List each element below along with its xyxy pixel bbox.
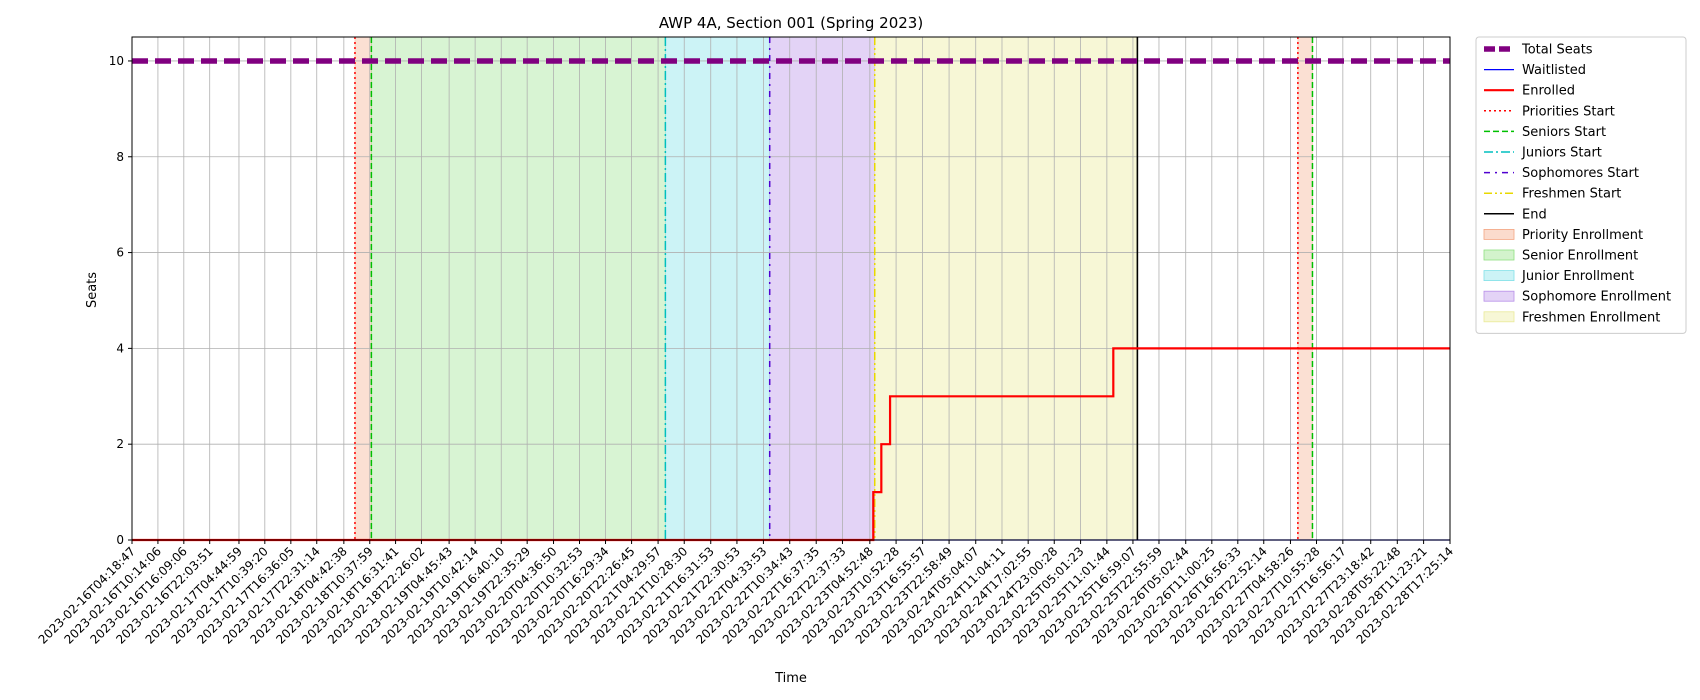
y-axis-ticks: 0 2 4 6 8 10 — [109, 54, 132, 547]
legend-label: Sophomore Enrollment — [1522, 290, 1671, 305]
grid-lines — [131, 37, 1451, 541]
legend-label: End — [1522, 207, 1547, 222]
legend-label: Priority Enrollment — [1522, 228, 1643, 243]
series-line-enrolled — [132, 347, 1450, 542]
plot-frame — [131, 36, 1451, 541]
legend-swatch — [1483, 228, 1515, 240]
legend-label: Seniors Start — [1522, 125, 1606, 140]
legend-swatch — [1483, 290, 1515, 302]
period-band-2 — [665, 36, 770, 541]
period-band-4 — [874, 36, 1138, 541]
legend-label: Total Seats — [1521, 43, 1593, 58]
legend-box — [1475, 36, 1687, 334]
y-tick-label: 0 — [116, 533, 124, 547]
y-tick-label: 8 — [116, 150, 124, 164]
legend-label: Juniors Start — [1521, 146, 1602, 161]
x-axis-label: Time — [774, 671, 807, 686]
y-tick-label: 10 — [109, 54, 124, 68]
y-tick-label: 4 — [116, 341, 124, 355]
legend-label: Freshmen Enrollment — [1522, 310, 1660, 325]
enrollment-periods — [354, 36, 1313, 541]
period-band-1 — [371, 36, 666, 541]
legend-label: Enrolled — [1522, 84, 1575, 99]
y-tick-label: 6 — [116, 246, 124, 260]
legend-swatch — [1483, 270, 1515, 282]
legend-swatch — [1483, 311, 1515, 323]
y-tick-label: 2 — [116, 437, 124, 451]
legend-swatch — [1483, 249, 1515, 261]
plot-area-border — [131, 36, 1451, 541]
chart-title: AWP 4A, Section 001 (Spring 2023) — [659, 14, 923, 32]
x-axis-ticks: 2023-02-16T04:18:472023-02-16T10:14:0620… — [36, 540, 1456, 647]
legend-label: Waitlisted — [1522, 63, 1586, 78]
legend-label: Priorities Start — [1522, 104, 1615, 119]
y-axis-label: Seats — [85, 272, 100, 308]
period-band-0 — [354, 36, 372, 541]
legend-label: Freshmen Start — [1522, 187, 1621, 202]
legend-label: Sophomores Start — [1522, 166, 1639, 181]
legend: Total Seats Waitlisted Enrolled Priorities … — [1475, 36, 1687, 334]
period-band-3 — [769, 36, 876, 541]
legend-label: Senior Enrollment — [1522, 249, 1638, 264]
legend-label: Junior Enrollment — [1521, 269, 1634, 284]
period-markers — [354, 37, 1314, 540]
period-band-5 — [1297, 36, 1313, 541]
